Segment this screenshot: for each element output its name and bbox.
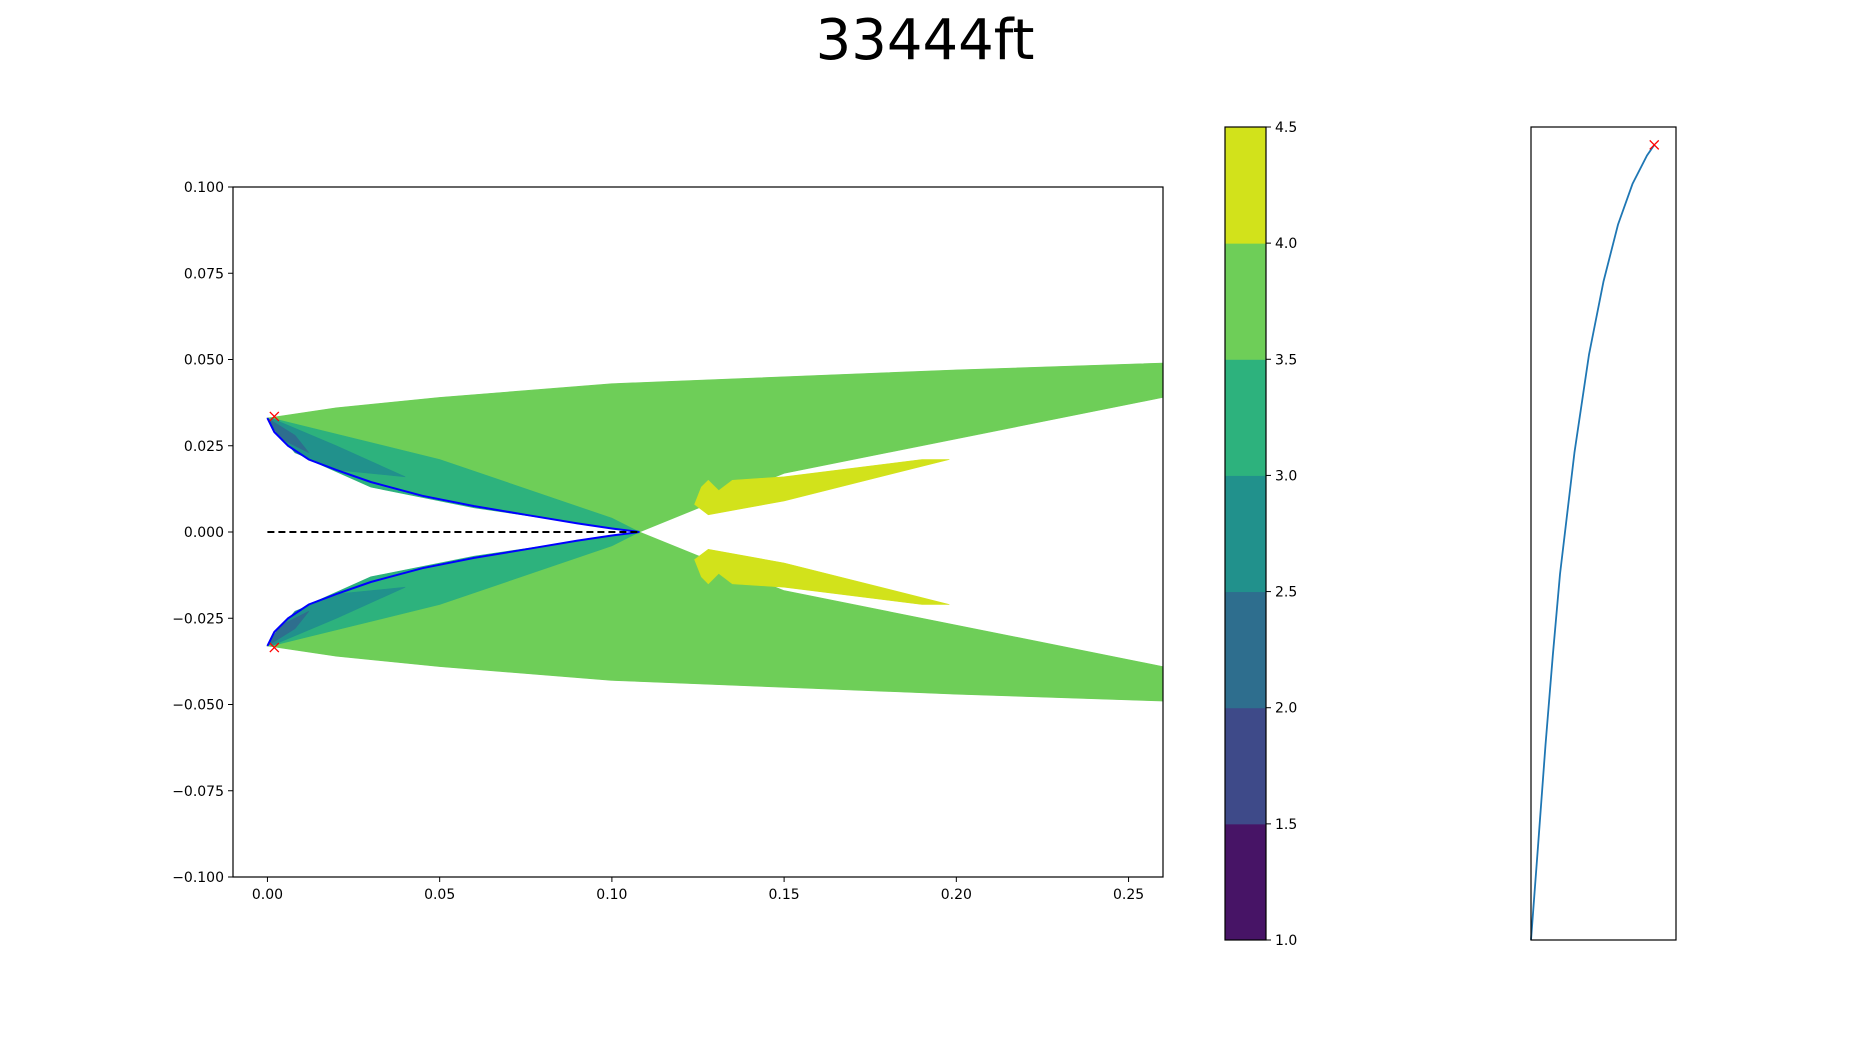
y-axis-ticks: 0.100 0.075 0.050 0.025 0.000 −0.025 −0.050 −0.… (172, 180, 233, 886)
y-tick-label: −0.050 (172, 698, 224, 714)
colorbar-frame (1224, 126, 1267, 941)
colorbar-band (1225, 475, 1266, 593)
side-plot-frame (1530, 126, 1677, 941)
colorbar: 4.5 4.0 3.5 3.0 2.5 2.0 1.5 1.0 (1224, 120, 1297, 949)
colorbar-bands (1225, 127, 1266, 941)
colorbar-tick-label: 2.0 (1275, 701, 1297, 717)
curve-line (1530, 144, 1656, 941)
y-tick-label: 0.100 (184, 180, 224, 196)
surface-outline (266, 417, 640, 647)
y-tick-label: −0.100 (172, 870, 224, 886)
colorbar-band (1225, 591, 1266, 709)
x-marker (1649, 139, 1660, 150)
colorbar-ticks: 4.5 4.0 3.5 3.0 2.5 2.0 1.5 1.0 (1266, 120, 1297, 949)
x-marker (269, 642, 280, 653)
y-tick-label: 0.050 (184, 353, 224, 369)
colorbar-tick-label: 4.5 (1275, 120, 1297, 136)
contour-region (694, 459, 950, 516)
colorbar-tick-label: 4.0 (1275, 236, 1297, 252)
colorbar-band (1225, 243, 1266, 360)
contour-region (694, 548, 950, 605)
x-tick-label: 0.15 (769, 887, 800, 903)
side-line-plot (1530, 126, 1677, 941)
contour-regions (266, 362, 1164, 702)
x-tick-label: 0.25 (1113, 887, 1144, 903)
x-tick-label: 0.10 (596, 887, 627, 903)
contour-plot: 0.00 0.05 0.10 0.15 0.20 0.25 0.100 0.075 0.050… (172, 180, 1164, 903)
colorbar-tick-label: 3.0 (1275, 468, 1297, 484)
y-tick-label: 0.025 (184, 439, 224, 455)
colorbar-band (1225, 707, 1266, 825)
figure-title: 33444ft (815, 8, 1035, 73)
colorbar-tick-label: 1.0 (1275, 933, 1297, 949)
y-tick-label: −0.075 (172, 784, 224, 800)
colorbar-band (1225, 823, 1266, 941)
x-tick-label: 0.20 (941, 887, 972, 903)
x-marker (269, 411, 280, 422)
x-axis-ticks: 0.00 0.05 0.10 0.15 0.20 0.25 (252, 877, 1144, 903)
y-tick-label: 0.075 (184, 266, 224, 282)
side-plot-lines (1530, 139, 1660, 941)
colorbar-tick-label: 2.5 (1275, 585, 1297, 601)
colorbar-tick-label: 3.5 (1275, 352, 1297, 368)
colorbar-band (1225, 359, 1266, 476)
plot-lines (266, 411, 640, 653)
colorbar-band (1225, 127, 1266, 244)
y-tick-label: 0.000 (184, 525, 224, 541)
y-tick-label: −0.025 (172, 611, 224, 627)
x-tick-label: 0.00 (252, 887, 283, 903)
x-tick-label: 0.05 (424, 887, 455, 903)
colorbar-tick-label: 1.5 (1275, 817, 1297, 833)
